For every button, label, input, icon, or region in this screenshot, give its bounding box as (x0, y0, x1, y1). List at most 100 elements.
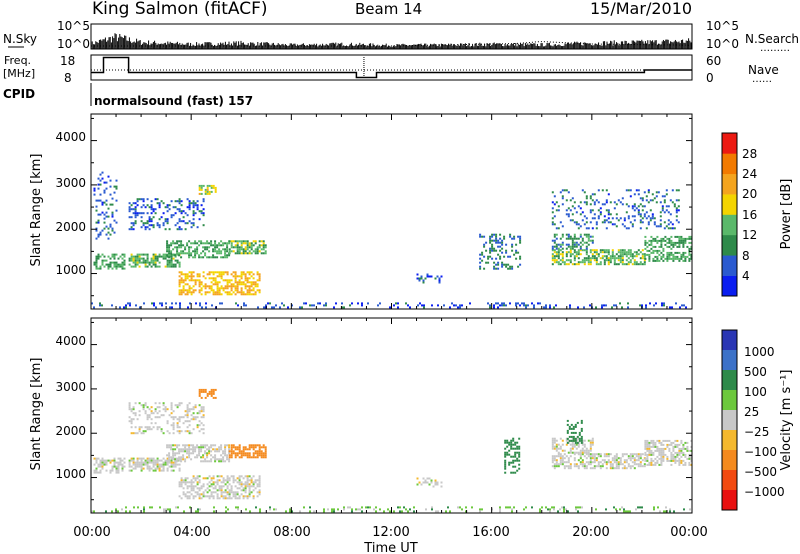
power-cell (607, 213, 610, 216)
power-cell (674, 235, 677, 238)
power-cell (248, 273, 251, 276)
velocity-cell (593, 453, 596, 456)
velocity-cell (198, 497, 201, 500)
power-cell (123, 263, 126, 266)
velocity-cell (232, 450, 235, 453)
velocity-cell (573, 453, 576, 456)
power-cell (138, 212, 141, 215)
power-cell (178, 240, 181, 243)
velocity-cell (180, 430, 183, 433)
power-cell (531, 302, 533, 305)
power-cell (593, 255, 596, 258)
power-cell (613, 207, 616, 210)
velocity-cell (170, 461, 173, 464)
velocity-cell (678, 459, 681, 462)
power-cell (675, 211, 678, 214)
power-cell (325, 302, 327, 305)
power-cell (658, 249, 661, 252)
velocity-cell (643, 463, 646, 466)
velocity-cell (646, 457, 649, 460)
velocity-cell (291, 510, 293, 513)
power-cell (152, 263, 155, 266)
power-cell (192, 289, 195, 292)
velocity-cell (518, 467, 521, 470)
velocity-cell (658, 457, 661, 460)
power-cell (154, 265, 157, 268)
power-cell (684, 237, 687, 240)
power-cell (571, 205, 574, 208)
velocity-cell (581, 459, 584, 462)
power-cell (144, 265, 147, 268)
velocity-cell (563, 453, 566, 456)
power-cell (99, 265, 102, 268)
power-cell (565, 263, 568, 266)
power-cell (561, 195, 564, 198)
velocity-cell (225, 510, 227, 513)
velocity-cell (572, 425, 575, 428)
velocity-cell (134, 467, 137, 470)
velocity-cell (200, 428, 203, 431)
power-cell (647, 221, 650, 224)
velocity-cell (615, 453, 618, 456)
velocity-cell (514, 451, 517, 454)
power-cell (686, 255, 689, 258)
velocity-cell (150, 467, 153, 470)
power-cell (553, 235, 556, 238)
power-cell (651, 193, 654, 196)
velocity-cell (158, 467, 161, 470)
power-cell (95, 221, 98, 224)
power-cell (190, 222, 193, 225)
power-cell (204, 291, 207, 294)
velocity-cell (613, 459, 616, 462)
power-cell (581, 261, 584, 264)
velocity-cell (220, 448, 223, 451)
velocity-cell (200, 406, 203, 409)
power-cell (164, 206, 167, 209)
power-cell (443, 304, 445, 307)
power-cell (625, 227, 628, 230)
velocity-cell (180, 497, 183, 500)
velocity-cell (220, 460, 223, 463)
power-cell (160, 255, 163, 258)
velocity-cell (516, 441, 519, 444)
velocity-cell (146, 418, 149, 421)
power-cell (579, 207, 582, 210)
power-cell (483, 235, 486, 238)
power-cell (623, 263, 626, 266)
velocity-cell (150, 410, 153, 413)
power-cell (182, 285, 185, 288)
velocity-cell (656, 449, 659, 452)
power-cell (619, 255, 622, 258)
velocity-cell (397, 506, 399, 509)
velocity-cell (236, 493, 239, 496)
power-cell (130, 208, 133, 211)
velocity-cell (164, 463, 167, 466)
power-cell (426, 275, 429, 278)
power-cell (557, 205, 560, 208)
velocity-cell (666, 455, 669, 458)
velocity-cell (140, 404, 143, 407)
power-cell (236, 240, 239, 243)
power-cell (208, 246, 211, 249)
power-cell (641, 257, 644, 260)
power-cell (242, 281, 245, 284)
power-tick-12: 12 (742, 228, 757, 242)
power-cell (571, 243, 574, 246)
velocity-cell (240, 485, 243, 488)
power-cell (180, 212, 183, 215)
velocity-cell (95, 461, 98, 464)
power-cell (105, 215, 108, 218)
power-cell (168, 256, 171, 259)
velocity-cell (228, 483, 231, 486)
velocity-cell (244, 489, 247, 492)
power-cell (143, 302, 145, 305)
power-cell (672, 253, 675, 256)
power-cell (190, 242, 193, 245)
power-cell (648, 253, 651, 256)
velocity-cell (591, 441, 594, 444)
power-cell (489, 304, 491, 307)
power-cell (597, 201, 600, 204)
velocity-cell (629, 459, 632, 462)
velocity-cell (262, 452, 265, 455)
power-cell (115, 263, 118, 266)
